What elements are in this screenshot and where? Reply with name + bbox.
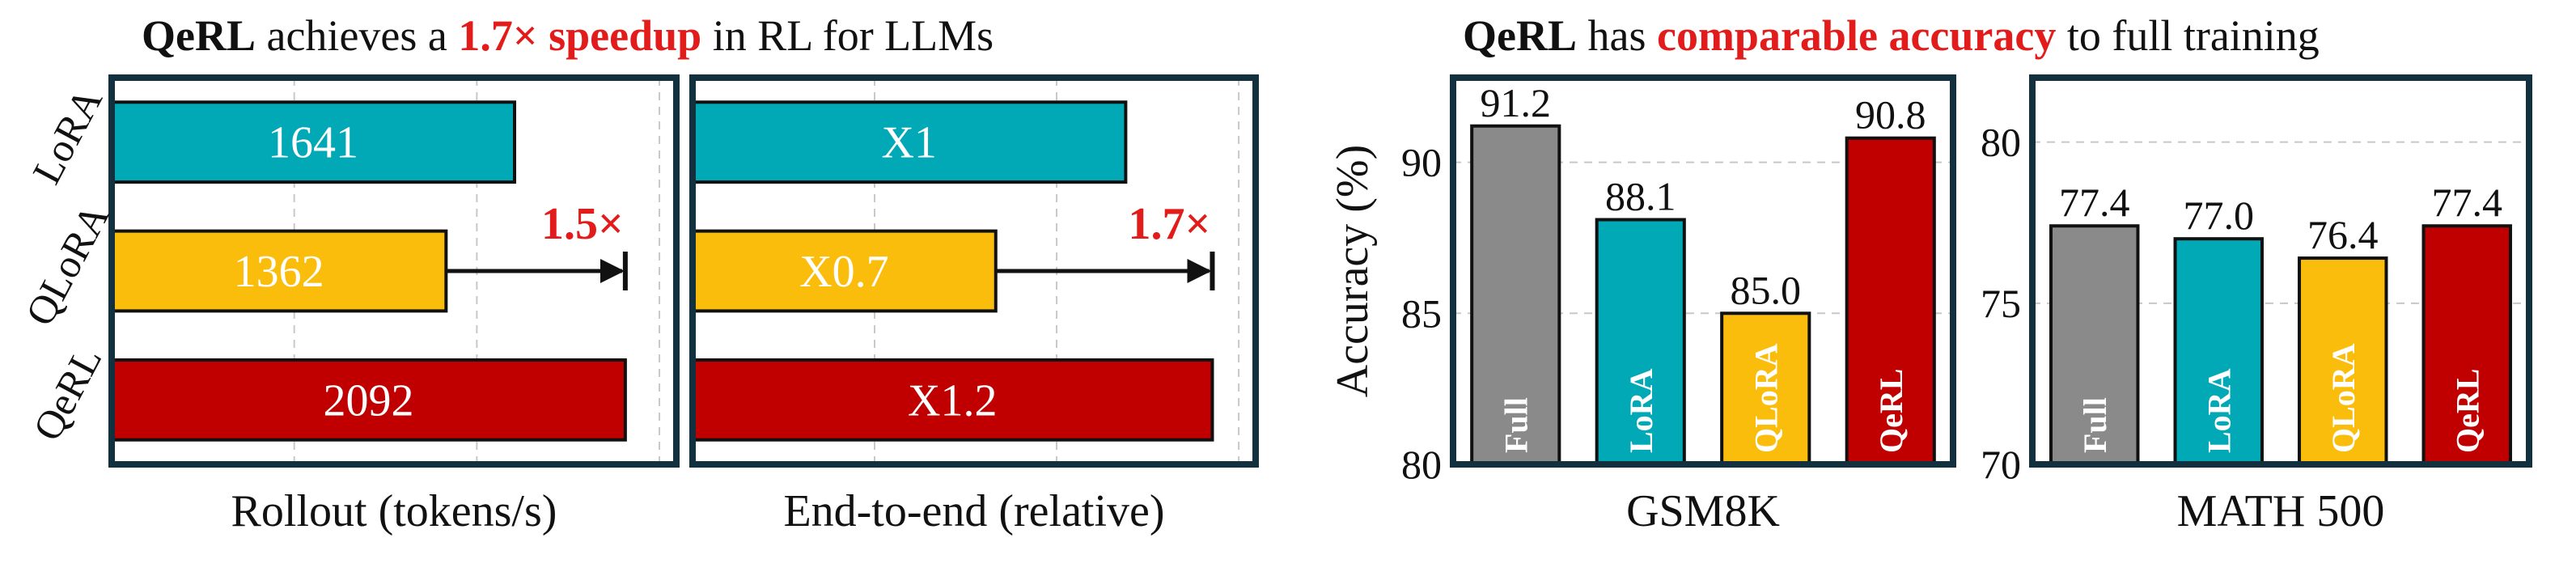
bar-full — [2049, 224, 2140, 466]
bar-qerl — [2421, 224, 2512, 466]
bar-label-qerl: X1.2 — [908, 375, 997, 426]
bar-qerl — [691, 358, 1214, 442]
panel-frame — [1450, 74, 1956, 468]
left-title-brand: QeRL — [142, 11, 256, 60]
left-title: QeRL achieves a 1.7× speedup in RL for L… — [142, 11, 994, 60]
end-to-end-chart: X1 X0.7 X1.2 1.7× End-to-end (relative) — [689, 74, 1259, 536]
panel-frame — [689, 74, 1259, 468]
bar-label-qerl: 2092 — [323, 375, 413, 426]
left-title-part2: in RL for LLMs — [701, 11, 994, 60]
bar-qlora — [110, 229, 448, 313]
x-axis-label: MATH 500 — [2177, 486, 2385, 536]
speedup-label: 1.7× — [1129, 199, 1211, 249]
math500-chart: 70 75 80 77.4 Full 77.0 LoRA 76.4 QLoRA 77.4 QeRL M… — [1981, 74, 2532, 536]
bar-qlora — [2298, 256, 2388, 467]
rollout-chart: 1641 1362 2092 1.5× Rollout (tokens/s) LoRAQL… — [16, 74, 680, 536]
bar-lora — [1595, 218, 1686, 466]
bar-label-lora: 1641 — [268, 118, 358, 168]
left-title-part1: achieves a — [256, 11, 458, 60]
panel-frame — [108, 74, 680, 468]
right-title-highlight: comparable accuracy — [1657, 11, 2056, 60]
in-bar-label-lora: LoRA — [2201, 368, 2237, 453]
value-label-full: 77.4 — [2059, 180, 2130, 225]
value-label-lora: 77.0 — [2184, 193, 2255, 238]
y-tick-label: 75 — [1981, 281, 2021, 326]
category-label-qerl: QeRL — [24, 339, 111, 447]
speedup-label: 1.5× — [541, 199, 624, 249]
bar-lora — [110, 100, 517, 184]
bar-lora — [691, 100, 1128, 184]
in-bar-label-qlora: QLoRA — [2325, 343, 2362, 453]
value-label-full: 91.2 — [1481, 80, 1552, 125]
in-bar-label-full: Full — [1498, 397, 1534, 453]
in-bar-label-qerl: QeRL — [2449, 369, 2485, 453]
y-axis-label: Accuracy (%) — [1328, 145, 1378, 397]
x-axis-label: Rollout (tokens/s) — [231, 486, 557, 536]
right-title-part1: has — [1577, 11, 1657, 60]
value-label-qerl: 90.8 — [1855, 92, 1926, 138]
value-label-qlora: 76.4 — [2307, 212, 2379, 257]
y-tick-label: 70 — [1981, 442, 2021, 487]
gsm8k-chart: 80 85 90 91.2 Full 88.1 LoRA 85.0 QLoRA 90.8 QeRL G… — [1328, 74, 1956, 536]
bar-lora — [2173, 237, 2264, 466]
x-axis-label: GSM8K — [1626, 486, 1780, 536]
bar-label-qlora: 1362 — [234, 247, 324, 297]
y-tick-label: 80 — [1981, 120, 2021, 165]
value-label-qerl: 77.4 — [2432, 180, 2503, 225]
bar-label-qlora: X0.7 — [799, 247, 888, 297]
bar-qerl — [110, 358, 627, 442]
right-title-part2: to full training — [2056, 11, 2319, 60]
value-label-qlora: 85.0 — [1731, 267, 1802, 312]
right-title-brand: QeRL — [1463, 11, 1577, 60]
in-bar-label-qerl: QeRL — [1873, 369, 1909, 453]
y-tick-label: 90 — [1401, 140, 1442, 185]
category-label-qlora: QLoRA — [16, 197, 117, 333]
in-bar-label-lora: LoRA — [1623, 368, 1659, 453]
in-bar-label-full: Full — [2077, 397, 2113, 453]
bar-full — [1470, 124, 1561, 466]
right-title: QeRL has comparable accuracy to full tra… — [1463, 11, 2320, 60]
x-axis-label: End-to-end (relative) — [783, 486, 1164, 536]
bar-qerl — [1845, 136, 1936, 466]
bar-label-lora: X1 — [881, 118, 936, 168]
panel-frame — [2029, 74, 2532, 468]
category-label-lora: LoRA — [23, 80, 111, 191]
value-label-lora: 88.1 — [1605, 174, 1676, 219]
in-bar-label-qlora: QLoRA — [1748, 343, 1784, 453]
y-tick-label: 80 — [1401, 442, 1442, 487]
y-tick-label: 85 — [1401, 290, 1442, 336]
left-title-highlight: 1.7× speedup — [458, 11, 701, 60]
